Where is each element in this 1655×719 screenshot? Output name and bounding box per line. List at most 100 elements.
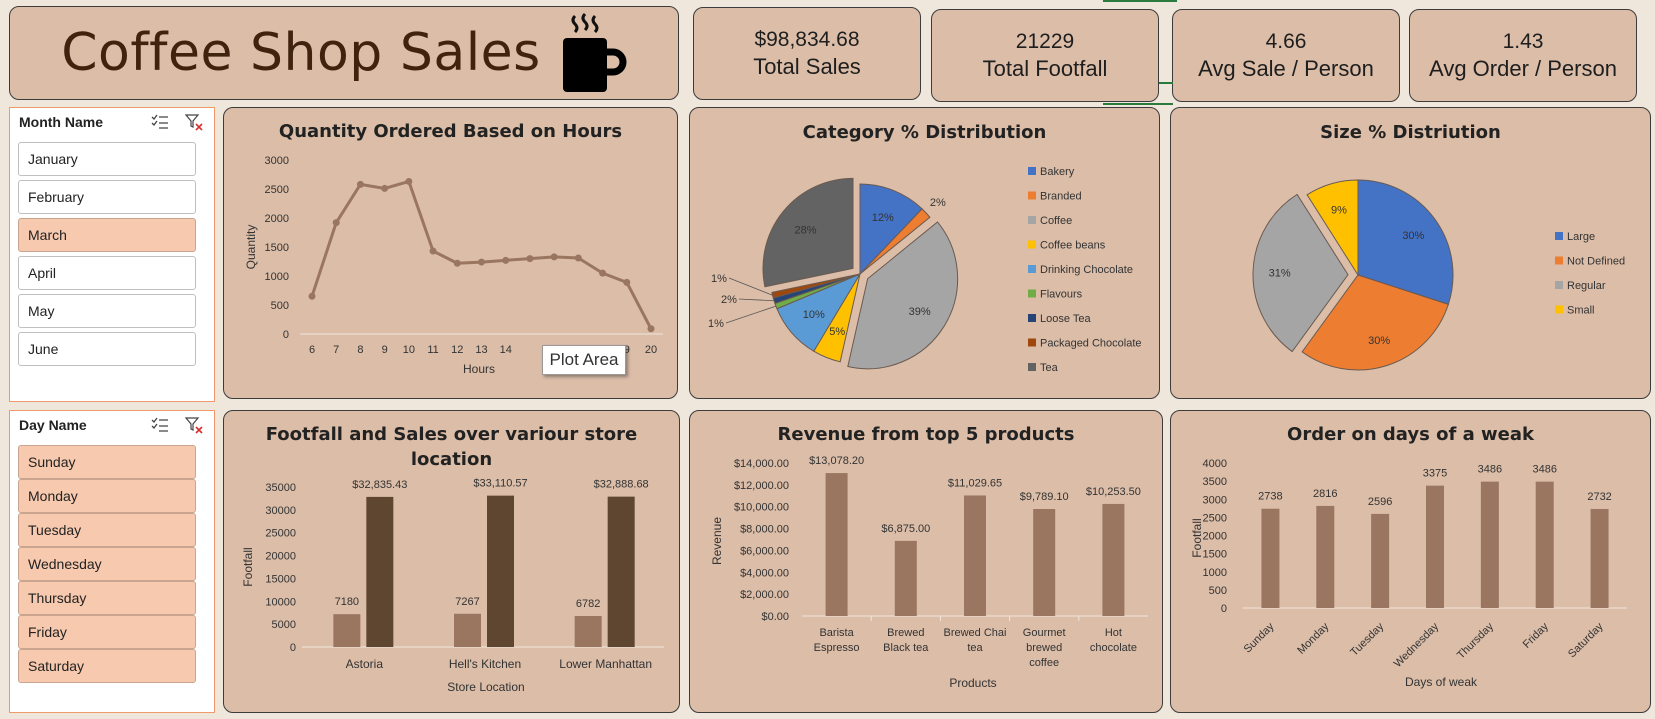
bar-data-label: 6782 — [576, 598, 600, 610]
y-tick-label: 2000 — [265, 213, 289, 225]
top-products-bar-chart[interactable]: Revenue from top 5 products $0.00 $2,000.… — [689, 410, 1163, 713]
quantity-point — [429, 247, 437, 255]
pie-data-label: 10% — [803, 309, 825, 321]
slicer-item-february[interactable]: February — [18, 180, 196, 214]
product-bar — [1033, 509, 1056, 616]
kpi-label: Total Sales — [753, 54, 861, 79]
slicer-item-sunday[interactable]: Sunday — [18, 445, 196, 479]
y-axis-label: Footfall — [1190, 518, 1204, 557]
slicer-item-saturday[interactable]: Saturday — [18, 649, 196, 683]
slicer-item-monday[interactable]: Monday — [18, 479, 196, 513]
chart-title: Order on days of a weak — [1287, 424, 1534, 445]
pie-data-label: 2% — [721, 294, 737, 306]
bar-data-label: $11,029.65 — [948, 477, 1002, 489]
slicer-title: Month Name — [19, 114, 103, 130]
y-tick-label: 0 — [290, 642, 296, 654]
legend-label: Small — [1567, 305, 1595, 317]
pie-slice-packaged-chocolate — [771, 273, 861, 299]
weekday-bar — [1590, 508, 1609, 608]
pie-data-label: 1% — [708, 318, 724, 330]
slicer-item-may[interactable]: May — [18, 294, 196, 328]
y-tick-label: 1000 — [1203, 567, 1227, 579]
y-axis-label: Quantity — [244, 225, 258, 270]
clear-filter-icon[interactable] — [185, 113, 203, 131]
quantity-point — [599, 269, 607, 277]
kpi-label: Avg Order / Person — [1429, 56, 1617, 81]
size-pie-chart[interactable]: Size % Distriution 30% 30% 31% 9% Large Not D… — [1170, 107, 1651, 399]
chart-title-line: Footfall and Sales over variour store — [265, 424, 638, 445]
y-tick-label: $8,000.00 — [740, 524, 789, 536]
slicer-item-thursday[interactable]: Thursday — [18, 581, 196, 615]
pie-data-label: 31% — [1269, 268, 1291, 280]
top-products-svg: $0.00 $2,000.00 $4,000.00 $6,000.00 $8,000.0… — [710, 455, 1148, 690]
weekday-bar — [1316, 505, 1335, 608]
legend-swatch — [1028, 314, 1036, 322]
bar-data-label: 7180 — [335, 596, 359, 608]
y-axis-label: Footfall — [241, 547, 255, 586]
legend-swatch — [1555, 305, 1563, 314]
slicer-item-june[interactable]: June — [18, 332, 196, 366]
y-tick-label: $2,000.00 — [740, 589, 789, 601]
month-slicer[interactable]: Month Name January February March April May J… — [9, 107, 215, 402]
x-tick-label: Hell's Kitchen — [449, 657, 521, 671]
bar-data-label: $13,078.20 — [809, 455, 864, 467]
chart-title: Size % Distriution — [1320, 122, 1501, 143]
day-slicer[interactable]: Day Name Sunday Monday Tuesday Wednesday Thu… — [9, 410, 215, 713]
y-tick-label: 500 — [271, 300, 289, 312]
pie-slice-branded — [859, 208, 931, 275]
pie-slice-bakery — [859, 183, 923, 276]
pie-slice-large — [1357, 179, 1454, 305]
bar-data-label: $32,888.68 — [594, 479, 649, 491]
x-tick-label: chocolate — [1090, 642, 1137, 654]
legend-label: Loose Tea — [1040, 313, 1091, 325]
slicer-item-tuesday[interactable]: Tuesday — [18, 513, 196, 547]
legend-swatch — [1028, 363, 1036, 371]
slicer-header: Month Name — [10, 108, 214, 136]
x-axis-label: Products — [949, 676, 996, 690]
x-tick-label: 8 — [357, 344, 363, 356]
multi-select-icon[interactable] — [151, 113, 169, 131]
weekday-bar — [1371, 513, 1390, 608]
slicer-item-january[interactable]: January — [18, 142, 196, 176]
bar-data-label: 3375 — [1423, 468, 1447, 480]
multi-select-icon[interactable] — [151, 416, 169, 434]
x-tick-label: Brewed — [887, 627, 924, 639]
quantity-point — [356, 180, 364, 188]
x-tick-label: 12 — [451, 344, 463, 356]
y-tick-label: 3000 — [265, 155, 289, 167]
x-tick-label: Sunday — [1242, 620, 1277, 655]
x-tick-label: Gourmet — [1023, 627, 1066, 639]
y-tick-label: $4,000.00 — [740, 567, 789, 579]
bar-data-label: $6,875.00 — [881, 523, 930, 535]
store-location-bar-chart[interactable]: Footfall and Sales over variour store lo… — [223, 410, 680, 713]
selection-line — [1159, 82, 1173, 84]
x-tick-label: Friday — [1521, 620, 1551, 650]
quantity-series-line — [310, 179, 653, 330]
pie-data-label: 30% — [1368, 335, 1390, 347]
quantity-point — [526, 255, 534, 263]
x-tick-label: Hot — [1105, 627, 1122, 639]
pie-data-label: 5% — [829, 326, 845, 338]
x-tick-label: Brewed Chai — [944, 627, 1007, 639]
category-pie-chart[interactable]: Category % Distribution 12% 2% 39% 5% 10% 1% 2… — [689, 107, 1160, 399]
clear-filter-icon[interactable] — [185, 416, 203, 434]
weekday-bar — [1426, 485, 1444, 608]
pie-slice-not-defined — [1301, 274, 1449, 371]
slicer-item-wednesday[interactable]: Wednesday — [18, 547, 196, 581]
kpi-total-sales: $98,834.68 Total Sales — [693, 7, 921, 100]
slicer-item-friday[interactable]: Friday — [18, 615, 196, 649]
bar-footfall — [454, 613, 481, 647]
legend-label: Regular — [1567, 280, 1606, 292]
quantity-point — [308, 292, 316, 300]
pie-data-label: 30% — [1402, 230, 1424, 242]
x-tick-label: 20 — [645, 344, 657, 356]
category-pie-svg: 12% 2% 39% 5% 10% 1% 2% 1% 28% Bakery Branded Coffe… — [708, 166, 1141, 374]
kpi-label: Total Footfall — [982, 56, 1108, 81]
weekday-orders-bar-chart[interactable]: Order on days of a weak 0 500 1000 1500 2000… — [1170, 410, 1651, 713]
slicer-item-march[interactable]: March — [18, 218, 196, 252]
legend-label: Branded — [1040, 191, 1082, 203]
quantity-point — [550, 253, 558, 261]
slicer-item-april[interactable]: April — [18, 256, 196, 290]
y-tick-label: 3500 — [1203, 476, 1227, 488]
legend-swatch — [1028, 167, 1036, 175]
